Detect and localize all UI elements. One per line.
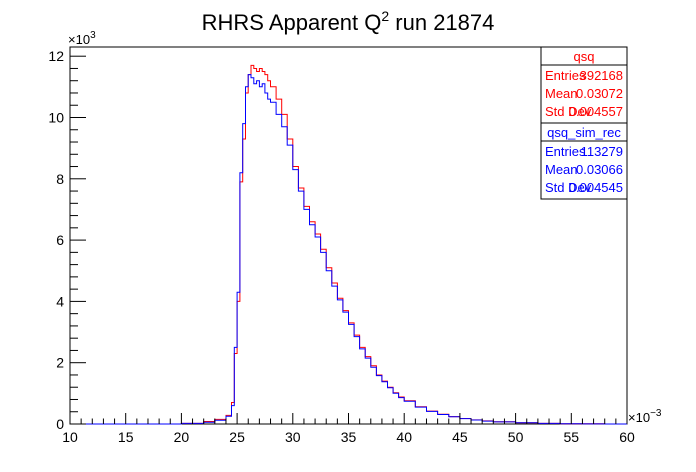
stats-row-label: Std Dev	[545, 104, 592, 119]
y-tick-label: 6	[56, 232, 64, 248]
stats-row-value: 0.03066	[576, 162, 623, 177]
x-tick-label: 15	[118, 429, 134, 445]
chart-title: RHRS Apparent Q2 run 21874	[202, 8, 495, 35]
stats-row-label: Std Dev	[545, 180, 592, 195]
stats-box-title: qsq	[574, 49, 595, 64]
y-tick-label: 4	[56, 293, 64, 309]
x-tick-label: 35	[341, 429, 357, 445]
stats-box-qsq-sim-rec	[540, 122, 628, 200]
x-tick-label: 60	[619, 429, 635, 445]
stats-row-value: 392168	[580, 68, 623, 83]
stats-row-value: 0.004557	[569, 104, 623, 119]
stats-row-label: Entries	[545, 144, 586, 159]
stats-row-value: 113279	[581, 144, 623, 159]
histogram-layer	[70, 64, 627, 425]
histogram-series-qsq-sim-rec	[70, 74, 627, 425]
y-tick-label: 2	[56, 355, 64, 371]
x-tick-label: 25	[229, 429, 245, 445]
y-tick-label: 10	[48, 109, 64, 125]
y-tick-label: 8	[56, 171, 64, 187]
stats-row-value: 0.004545	[569, 180, 623, 195]
stats-row-label: Mean	[545, 162, 578, 177]
x-tick-label: 50	[508, 429, 524, 445]
stats-box-qsq	[540, 46, 628, 124]
x-tick-label: 40	[396, 429, 412, 445]
x-tick-label: 45	[452, 429, 468, 445]
y-tick-label: 0	[56, 416, 64, 432]
stats-row-label: Mean	[545, 86, 578, 101]
stats-row-value: 0.03072	[576, 86, 623, 101]
x-tick-label: 55	[564, 429, 580, 445]
y-axis-multiplier: ×103	[68, 30, 96, 47]
x-tick-label: 20	[174, 429, 190, 445]
axis-layer: 10 15 20 25 30 35 40 45 50 55 60 0 2 4 6 8 10 12	[48, 48, 635, 445]
y-tick-label: 12	[48, 48, 64, 64]
x-axis-multiplier: ×10−3	[628, 408, 662, 425]
stats-row-label: Entries	[545, 68, 586, 83]
x-tick-label: 30	[285, 429, 301, 445]
x-tick-label: 10	[62, 429, 78, 445]
stats-box-title: qsq_sim_rec	[547, 125, 621, 140]
